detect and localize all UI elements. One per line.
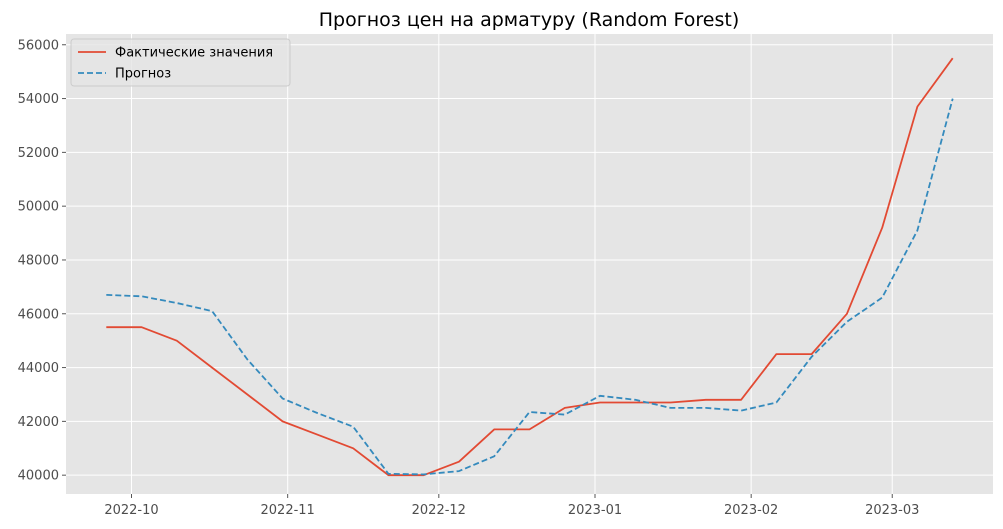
plot-area xyxy=(66,34,993,494)
series-line-1 xyxy=(106,57,954,477)
x-tick-label: 2023-03 xyxy=(865,503,919,518)
data-point-1 xyxy=(493,428,495,430)
data-point-1 xyxy=(740,399,742,401)
data-point-1 xyxy=(775,353,777,355)
legend-label-1: Фактические значения xyxy=(115,46,273,61)
data-point-1 xyxy=(846,313,848,315)
data-point-2 xyxy=(141,295,143,297)
data-point-1 xyxy=(916,106,918,108)
x-tick-label: 2023-01 xyxy=(568,503,622,518)
y-tick-label: 56000 xyxy=(18,38,59,53)
data-point-2 xyxy=(493,455,495,457)
x-tick-label: 2022-11 xyxy=(261,503,315,518)
data-point-1 xyxy=(317,434,319,436)
data-point-1 xyxy=(705,399,707,401)
chart-title: Прогноз цен на арматуру (Random Forest) xyxy=(319,9,740,31)
y-tick-label: 44000 xyxy=(18,361,59,376)
data-point-2 xyxy=(176,302,178,304)
y-tick-label: 52000 xyxy=(18,146,59,161)
data-point-2 xyxy=(105,294,107,296)
y-tick-label: 42000 xyxy=(18,415,59,430)
data-point-2 xyxy=(387,473,389,475)
data-point-1 xyxy=(211,367,213,369)
series-line-2 xyxy=(106,98,954,476)
y-tick-label: 46000 xyxy=(18,307,59,322)
data-point-1 xyxy=(599,402,601,404)
data-point-2 xyxy=(599,395,601,397)
data-point-2 xyxy=(916,229,918,231)
data-point-1 xyxy=(458,461,460,463)
data-point-2 xyxy=(317,412,319,414)
data-point-2 xyxy=(282,398,284,400)
data-point-2 xyxy=(423,473,425,475)
data-point-1 xyxy=(176,340,178,342)
legend: Фактические значения Прогноз xyxy=(70,38,291,87)
data-point-1 xyxy=(952,57,954,59)
legend-box xyxy=(70,38,291,87)
data-point-1 xyxy=(105,326,107,328)
data-point-2 xyxy=(846,321,848,323)
grid-lines xyxy=(66,34,993,494)
data-point-1 xyxy=(634,402,636,404)
series-layer xyxy=(105,57,954,477)
data-point-2 xyxy=(705,407,707,409)
data-point-2 xyxy=(352,426,354,428)
data-point-2 xyxy=(211,310,213,312)
data-point-1 xyxy=(352,447,354,449)
data-point-1 xyxy=(246,393,248,395)
data-point-2 xyxy=(811,356,813,358)
data-point-2 xyxy=(529,411,531,413)
data-point-2 xyxy=(740,410,742,412)
x-tick-label: 2022-10 xyxy=(104,503,158,518)
data-point-2 xyxy=(458,470,460,472)
y-tick-label: 48000 xyxy=(18,253,59,268)
y-tick-label: 54000 xyxy=(18,92,59,107)
data-point-2 xyxy=(952,98,954,100)
data-point-1 xyxy=(564,407,566,409)
data-point-2 xyxy=(670,407,672,409)
data-point-2 xyxy=(634,399,636,401)
legend-label-2: Прогноз xyxy=(115,67,171,82)
x-axis-ticks: 2022-10 2022-11 2022-12 2023-01 2023-02 2023-… xyxy=(104,494,919,518)
data-point-1 xyxy=(881,227,883,229)
data-point-2 xyxy=(246,358,248,360)
data-point-1 xyxy=(529,428,531,430)
data-point-1 xyxy=(282,420,284,422)
data-point-1 xyxy=(670,402,672,404)
y-tick-label: 50000 xyxy=(18,200,59,215)
x-tick-label: 2023-02 xyxy=(724,503,778,518)
data-point-2 xyxy=(564,414,566,416)
y-tick-label: 40000 xyxy=(18,469,59,484)
data-point-2 xyxy=(881,297,883,299)
y-axis-ticks: 40000 42000 44000 46000 48000 50000 52000 54000… xyxy=(18,38,66,484)
data-point-2 xyxy=(775,402,777,404)
data-point-1 xyxy=(141,326,143,328)
x-tick-label: 2022-12 xyxy=(412,503,466,518)
